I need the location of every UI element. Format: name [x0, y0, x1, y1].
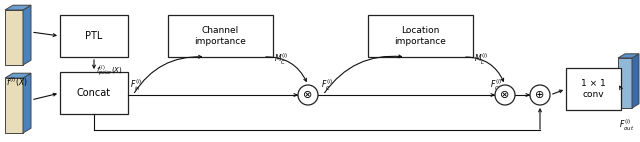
Text: $F^{(l)}_{in}$: $F^{(l)}_{in}$	[130, 78, 142, 93]
Text: $M^{(l)}_L$: $M^{(l)}_L$	[474, 52, 488, 67]
Text: $F^{(l)}_{CL}$: $F^{(l)}_{CL}$	[490, 78, 503, 93]
Text: Channel
importance: Channel importance	[195, 26, 246, 46]
Text: ⊗: ⊗	[500, 90, 509, 100]
Text: $F^{(l)}_C$: $F^{(l)}_C$	[321, 78, 333, 93]
Text: $f^{(l)}(X)$: $f^{(l)}(X)$	[6, 76, 28, 89]
Polygon shape	[5, 10, 23, 65]
Polygon shape	[5, 73, 31, 78]
Polygon shape	[5, 78, 23, 133]
Polygon shape	[23, 5, 31, 65]
Text: 1 × 1
conv: 1 × 1 conv	[581, 79, 606, 99]
Text: $f^{(l)}_{polar}(X)$: $f^{(l)}_{polar}(X)$	[96, 63, 123, 79]
Circle shape	[298, 85, 318, 105]
Text: $F^{(l)}_{out}$: $F^{(l)}_{out}$	[619, 118, 634, 133]
Polygon shape	[618, 54, 639, 58]
Text: $M^{(l)}_C$: $M^{(l)}_C$	[274, 52, 289, 67]
Bar	[168, 15, 273, 57]
Text: PTL: PTL	[85, 31, 102, 41]
Bar	[566, 68, 621, 110]
Text: ⊗: ⊗	[303, 90, 313, 100]
Polygon shape	[5, 5, 31, 10]
Bar	[60, 15, 128, 57]
Text: Location
importance: Location importance	[395, 26, 447, 46]
Circle shape	[530, 85, 550, 105]
Polygon shape	[632, 54, 639, 108]
Circle shape	[495, 85, 515, 105]
Text: ⊕: ⊕	[535, 90, 545, 100]
Bar	[368, 15, 473, 57]
Bar	[60, 72, 128, 114]
Polygon shape	[618, 58, 632, 108]
Polygon shape	[23, 73, 31, 133]
Text: Concat: Concat	[77, 88, 111, 98]
